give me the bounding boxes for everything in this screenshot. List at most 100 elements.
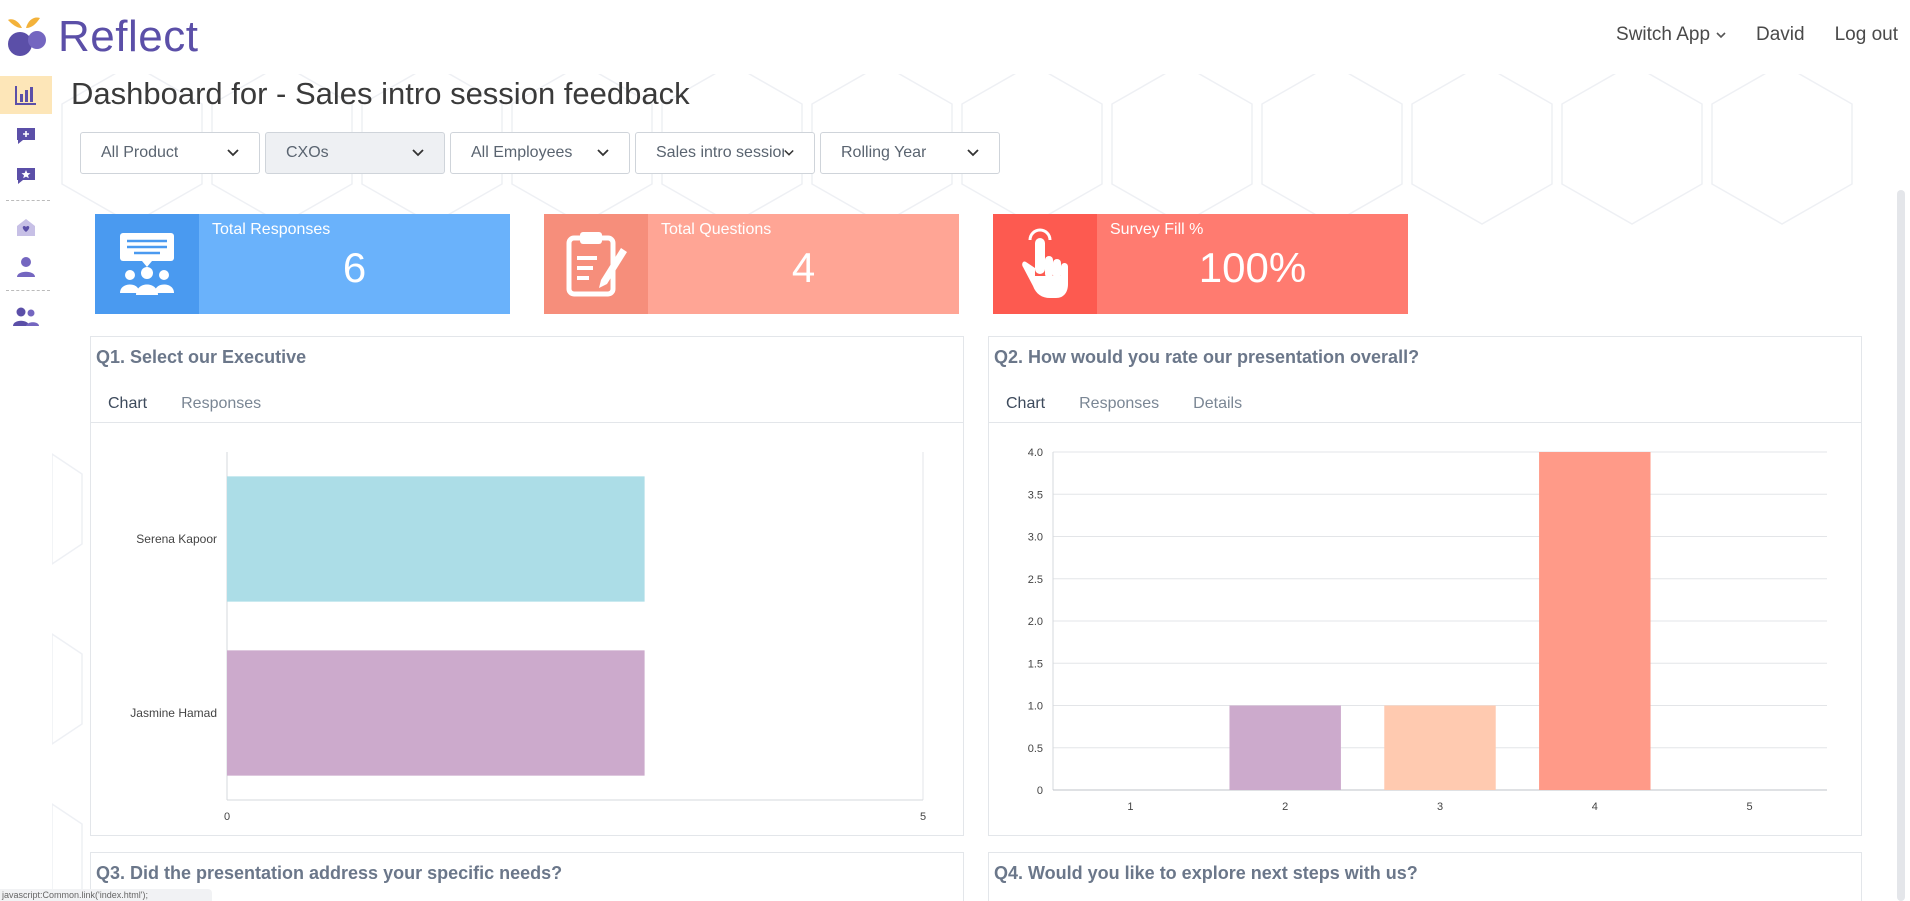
sidebar-item-dashboard[interactable]	[0, 76, 52, 114]
stat-body: Total Responses 6	[199, 214, 510, 314]
category-label: Jasmine Hamad	[130, 706, 217, 720]
stat-value: 4	[791, 244, 816, 291]
x-tick-label: 3	[1437, 801, 1443, 813]
y-tick-label: 4.0	[1028, 447, 1043, 459]
employee-filter-value: All Employees	[471, 144, 573, 161]
bar-chart-icon	[15, 86, 36, 105]
role-filter-value: CXOs	[286, 144, 329, 161]
q2-panel: Q2. How would you rate our presentation …	[988, 336, 1862, 836]
chevron-down-icon	[784, 149, 794, 156]
q4-panel: Q4. Would you like to explore next steps…	[988, 852, 1862, 901]
stat-icon-box	[544, 214, 648, 314]
page-title: Dashboard for - Sales intro session feed…	[71, 76, 690, 111]
clipboard-icon	[566, 232, 627, 297]
sidebar-item-profile[interactable]	[0, 248, 52, 286]
audience-icon	[120, 233, 174, 295]
stat-label: Total Questions	[661, 221, 772, 238]
chat-plus-icon	[17, 128, 35, 144]
category-label: Serena Kapoor	[136, 532, 217, 546]
bar	[227, 476, 645, 602]
q2-title: Q2. How would you rate our presentation …	[994, 347, 1420, 367]
product-filter-value: All Product	[101, 144, 179, 161]
x-tick-label: 0	[224, 811, 230, 823]
x-tick-label: 2	[1282, 801, 1288, 813]
brand-name[interactable]: Reflect	[58, 12, 199, 61]
bar	[227, 650, 645, 776]
y-tick-label: 1.5	[1028, 658, 1043, 670]
status-bar: javascript:Common.link('index.html');	[0, 889, 212, 901]
filter-bar: All Product CXOs All Employees Sales int…	[80, 132, 1005, 174]
y-tick-label: 0.5	[1028, 743, 1043, 755]
bar	[1539, 452, 1651, 790]
q4-title: Q4. Would you like to explore next steps…	[994, 863, 1418, 883]
sidebar-item-home[interactable]	[0, 208, 52, 246]
logo-icon	[8, 17, 46, 56]
survey-filter-value: Sales intro session feedback	[656, 144, 784, 161]
home-heart-icon	[17, 219, 35, 236]
y-tick-label: 3.5	[1028, 489, 1043, 501]
role-filter[interactable]: CXOs	[265, 132, 445, 174]
y-tick-label: 0	[1037, 785, 1043, 797]
chat-star-icon	[17, 168, 35, 184]
q2-tab-responses[interactable]: Responses	[1079, 395, 1160, 412]
q3-panel: Q3. Did the presentation address your sp…	[90, 852, 964, 901]
switch-app-menu[interactable]: Switch App	[1616, 24, 1726, 46]
q1-tabs: Chart Responses	[91, 387, 963, 423]
sidebar-item-reviews[interactable]	[0, 157, 52, 195]
sidebar-divider	[6, 290, 50, 291]
employee-filter[interactable]: All Employees	[450, 132, 630, 174]
stat-body: Survey Fill % 100%	[1097, 214, 1408, 314]
sidebar	[0, 74, 52, 901]
chevron-down-icon	[597, 149, 609, 157]
chevron-down-icon	[1716, 32, 1726, 39]
user-icon	[17, 257, 35, 277]
y-tick-label: 2.5	[1028, 574, 1043, 586]
x-tick-label: 1	[1127, 801, 1133, 813]
y-tick-label: 1.0	[1028, 701, 1043, 713]
hand-pointer-icon	[1022, 228, 1068, 298]
vertical-scrollbar[interactable]	[1897, 190, 1905, 901]
chevron-down-icon	[227, 149, 239, 157]
top-nav: Switch App David Log out	[1616, 24, 1910, 46]
stat-value: 100%	[1198, 244, 1307, 291]
period-filter[interactable]: Rolling Year	[820, 132, 1000, 174]
q2-bar-chart: 0 0.5 1.0 1.5 2.0 2.5 3.0 3.5 4.0 1 2 3 4 5	[1028, 447, 1827, 813]
q1-panel: Q1. Select our Executive Chart Responses…	[90, 336, 964, 836]
stat-card-survey-fill: Survey Fill % 100%	[993, 214, 1408, 314]
x-tick-label: 5	[1747, 801, 1753, 813]
q2-tab-details[interactable]: Details	[1193, 395, 1243, 412]
chevron-down-icon	[412, 149, 424, 157]
survey-filter[interactable]: Sales intro session feedback	[635, 132, 815, 174]
q1-bar-chart: Serena Kapoor Jasmine Hamad 0 5	[130, 452, 926, 823]
product-filter[interactable]: All Product	[80, 132, 260, 174]
y-tick-label: 3.0	[1028, 532, 1043, 544]
app-header: Reflect Switch App David Log out	[0, 0, 1910, 74]
users-icon	[13, 307, 39, 326]
sidebar-item-feedback[interactable]	[0, 117, 52, 155]
q2-tab-chart[interactable]: Chart	[1006, 395, 1046, 412]
sidebar-item-team[interactable]	[0, 298, 52, 336]
stat-label: Total Responses	[212, 221, 331, 238]
stat-icon-box	[993, 214, 1097, 314]
q2-tabs: Chart Responses Details	[989, 387, 1861, 423]
q1-tab-chart[interactable]: Chart	[108, 395, 148, 412]
y-tick-label: 2.0	[1028, 616, 1043, 628]
sidebar-divider	[6, 200, 50, 201]
logout-link[interactable]: Log out	[1834, 24, 1898, 45]
q3-title: Q3. Did the presentation address your sp…	[96, 863, 563, 883]
x-tick-label: 5	[920, 811, 926, 823]
period-filter-value: Rolling Year	[841, 144, 927, 161]
stat-body: Total Questions 4	[648, 214, 959, 314]
x-tick-label: 4	[1592, 801, 1598, 813]
stat-label: Survey Fill %	[1110, 221, 1204, 238]
q1-title: Q1. Select our Executive	[96, 347, 307, 367]
stat-card-total-questions: Total Questions 4	[544, 214, 959, 314]
user-name-link[interactable]: David	[1756, 24, 1805, 45]
chevron-down-icon	[967, 149, 979, 157]
bar	[1229, 705, 1341, 790]
stat-icon-box	[95, 214, 199, 314]
q1-tab-responses[interactable]: Responses	[181, 395, 262, 412]
switch-app-label: Switch App	[1616, 24, 1711, 45]
bar	[1384, 705, 1496, 790]
stat-card-total-responses: Total Responses 6	[95, 214, 510, 314]
